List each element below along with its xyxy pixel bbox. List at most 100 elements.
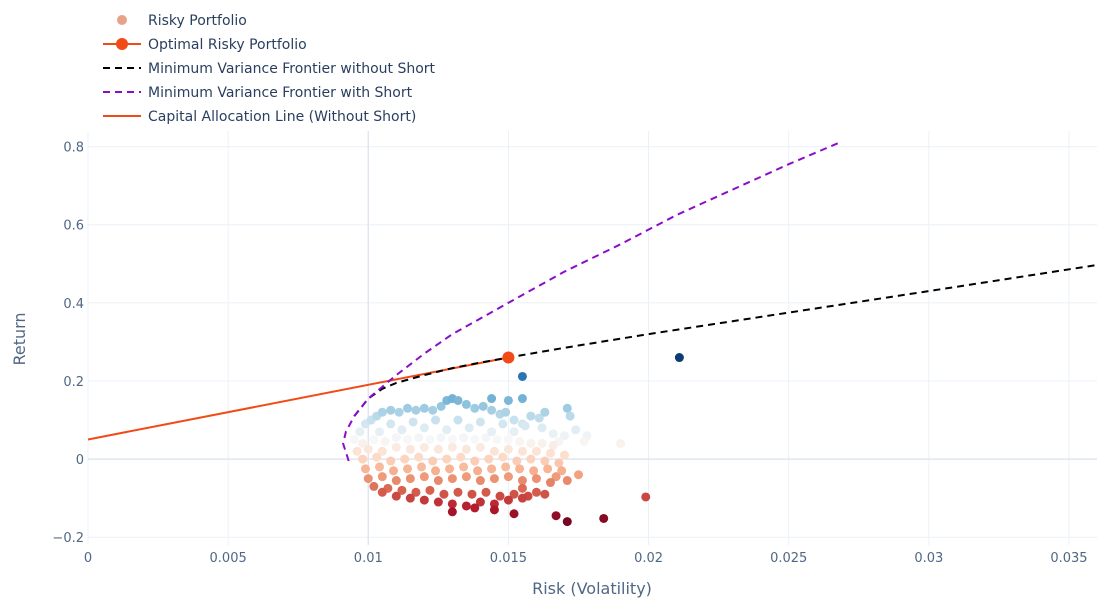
risky-portfolio-point <box>442 425 452 435</box>
risky-portfolio-point <box>363 474 373 484</box>
risky-portfolio-point <box>509 489 519 499</box>
risky-portfolio-point <box>517 371 527 381</box>
legend-label: Minimum Variance Frontier without Short <box>148 61 436 77</box>
risky-portfolio-point <box>397 425 407 435</box>
risky-portfolio-point <box>503 472 513 482</box>
risky-portfolio-point <box>414 433 424 443</box>
legend-item[interactable]: Minimum Variance Frontier with Short <box>103 85 413 101</box>
x-tick-label: 0.005 <box>210 551 247 566</box>
risky-portfolio-point <box>503 495 513 505</box>
y-tick-label: 0.2 <box>63 375 84 390</box>
legend-item[interactable]: Capital Allocation Line (Without Short) <box>103 109 416 125</box>
risky-portfolio-point <box>557 466 567 476</box>
risky-portfolio-point <box>428 405 438 415</box>
risky-portfolio-point <box>571 425 581 435</box>
risky-portfolio-point <box>517 476 527 486</box>
risky-portfolio-point <box>360 464 370 474</box>
risky-portfolio-point <box>374 462 384 472</box>
risky-portfolio-point <box>431 415 441 425</box>
risky-portfolio-point <box>531 446 541 456</box>
risky-portfolio-point <box>489 446 499 456</box>
risky-portfolio-point <box>548 429 558 439</box>
risky-portfolio-point <box>489 474 499 484</box>
risky-portfolio-point <box>492 435 502 445</box>
risky-portfolio-point <box>419 423 429 433</box>
y-tick-label: 0.6 <box>63 219 84 234</box>
risky-portfolio-point <box>489 505 499 515</box>
risky-portfolio-point <box>369 435 379 445</box>
y-tick-label: −0.2 <box>52 531 84 546</box>
risky-portfolio-point <box>391 433 401 443</box>
risky-portfolio-point <box>534 413 544 423</box>
risky-portfolio-point <box>517 493 527 503</box>
legend-label: Optimal Risky Portfolio <box>148 37 307 53</box>
risky-portfolio-point <box>405 444 415 454</box>
risky-portfolio-point <box>503 395 513 405</box>
risky-portfolio-point <box>562 403 572 413</box>
risky-portfolio-point <box>537 423 547 433</box>
risky-portfolio-point <box>475 497 485 507</box>
x-axis-title: Risk (Volatility) <box>532 579 652 598</box>
legend-item[interactable]: Risky Portfolio <box>117 13 247 29</box>
risky-portfolio-point <box>498 419 508 429</box>
risky-portfolio-point <box>436 433 446 443</box>
risky-portfolio-point <box>473 466 483 476</box>
risky-portfolio-point <box>386 419 396 429</box>
risky-portfolio-point <box>411 405 421 415</box>
risky-portfolio-point <box>470 456 480 466</box>
legend-item[interactable]: Optimal Risky Portfolio <box>103 37 307 53</box>
legend-label: Capital Allocation Line (Without Short) <box>148 109 416 125</box>
risky-portfolio-point <box>394 407 404 417</box>
risky-portfolio-point <box>461 501 471 511</box>
risky-portfolio-point <box>487 394 497 404</box>
risky-portfolio-point <box>543 464 553 474</box>
risky-portfolio-point <box>433 476 443 486</box>
risky-portfolio-point <box>417 462 427 472</box>
risky-portfolio-point <box>487 405 497 415</box>
risky-portfolio-point <box>481 487 491 497</box>
risky-portfolio-point <box>498 452 508 462</box>
risky-portfolio-point <box>369 481 379 491</box>
risky-portfolio-point <box>478 401 488 411</box>
risky-portfolio-point <box>447 435 457 445</box>
y-tick-label: 0 <box>76 453 84 468</box>
risky-portfolio-point <box>540 407 550 417</box>
risky-portfolio-point <box>386 405 396 415</box>
risky-portfolio-point <box>453 395 463 405</box>
risky-portfolio-point <box>377 472 387 482</box>
risky-portfolio-point <box>419 403 429 413</box>
risky-portfolio-point <box>464 423 474 433</box>
risky-portfolio-point <box>374 427 384 437</box>
x-tick-label: 0.015 <box>490 551 527 566</box>
risky-portfolio-point <box>405 474 415 484</box>
risky-portfolio-point <box>372 452 382 462</box>
risky-portfolio-point <box>579 437 589 446</box>
risky-portfolio-point <box>515 464 525 474</box>
risky-portfolio-point <box>467 489 477 499</box>
risky-portfolio-point <box>503 435 513 445</box>
risky-portfolio-point <box>487 427 497 437</box>
legend-marker <box>117 15 127 25</box>
risky-portfolio-point <box>526 438 536 448</box>
risky-portfolio-point <box>531 487 541 497</box>
risky-portfolio-point <box>559 431 569 441</box>
y-tick-label: 0.8 <box>63 141 84 156</box>
risky-portfolio-point <box>428 456 438 466</box>
risky-portfolio-point <box>515 437 525 446</box>
risky-portfolio-point <box>453 487 463 497</box>
legend-marker <box>116 38 128 50</box>
risky-portfolio-point <box>512 456 522 466</box>
risky-portfolio-point <box>391 491 401 501</box>
risky-portfolio-point <box>391 476 401 486</box>
risky-portfolio-point <box>355 427 365 437</box>
risky-portfolio-point <box>475 442 485 452</box>
risky-portfolio-point <box>470 503 480 513</box>
risky-portfolio-point <box>459 433 469 443</box>
legend-item[interactable]: Minimum Variance Frontier without Short <box>103 61 436 77</box>
risky-portfolio-point <box>537 438 547 448</box>
risky-portfolio-point <box>573 470 583 480</box>
risky-portfolio-point <box>548 440 558 450</box>
legend-label: Minimum Variance Frontier with Short <box>148 85 413 101</box>
risky-portfolio-point <box>442 454 452 464</box>
